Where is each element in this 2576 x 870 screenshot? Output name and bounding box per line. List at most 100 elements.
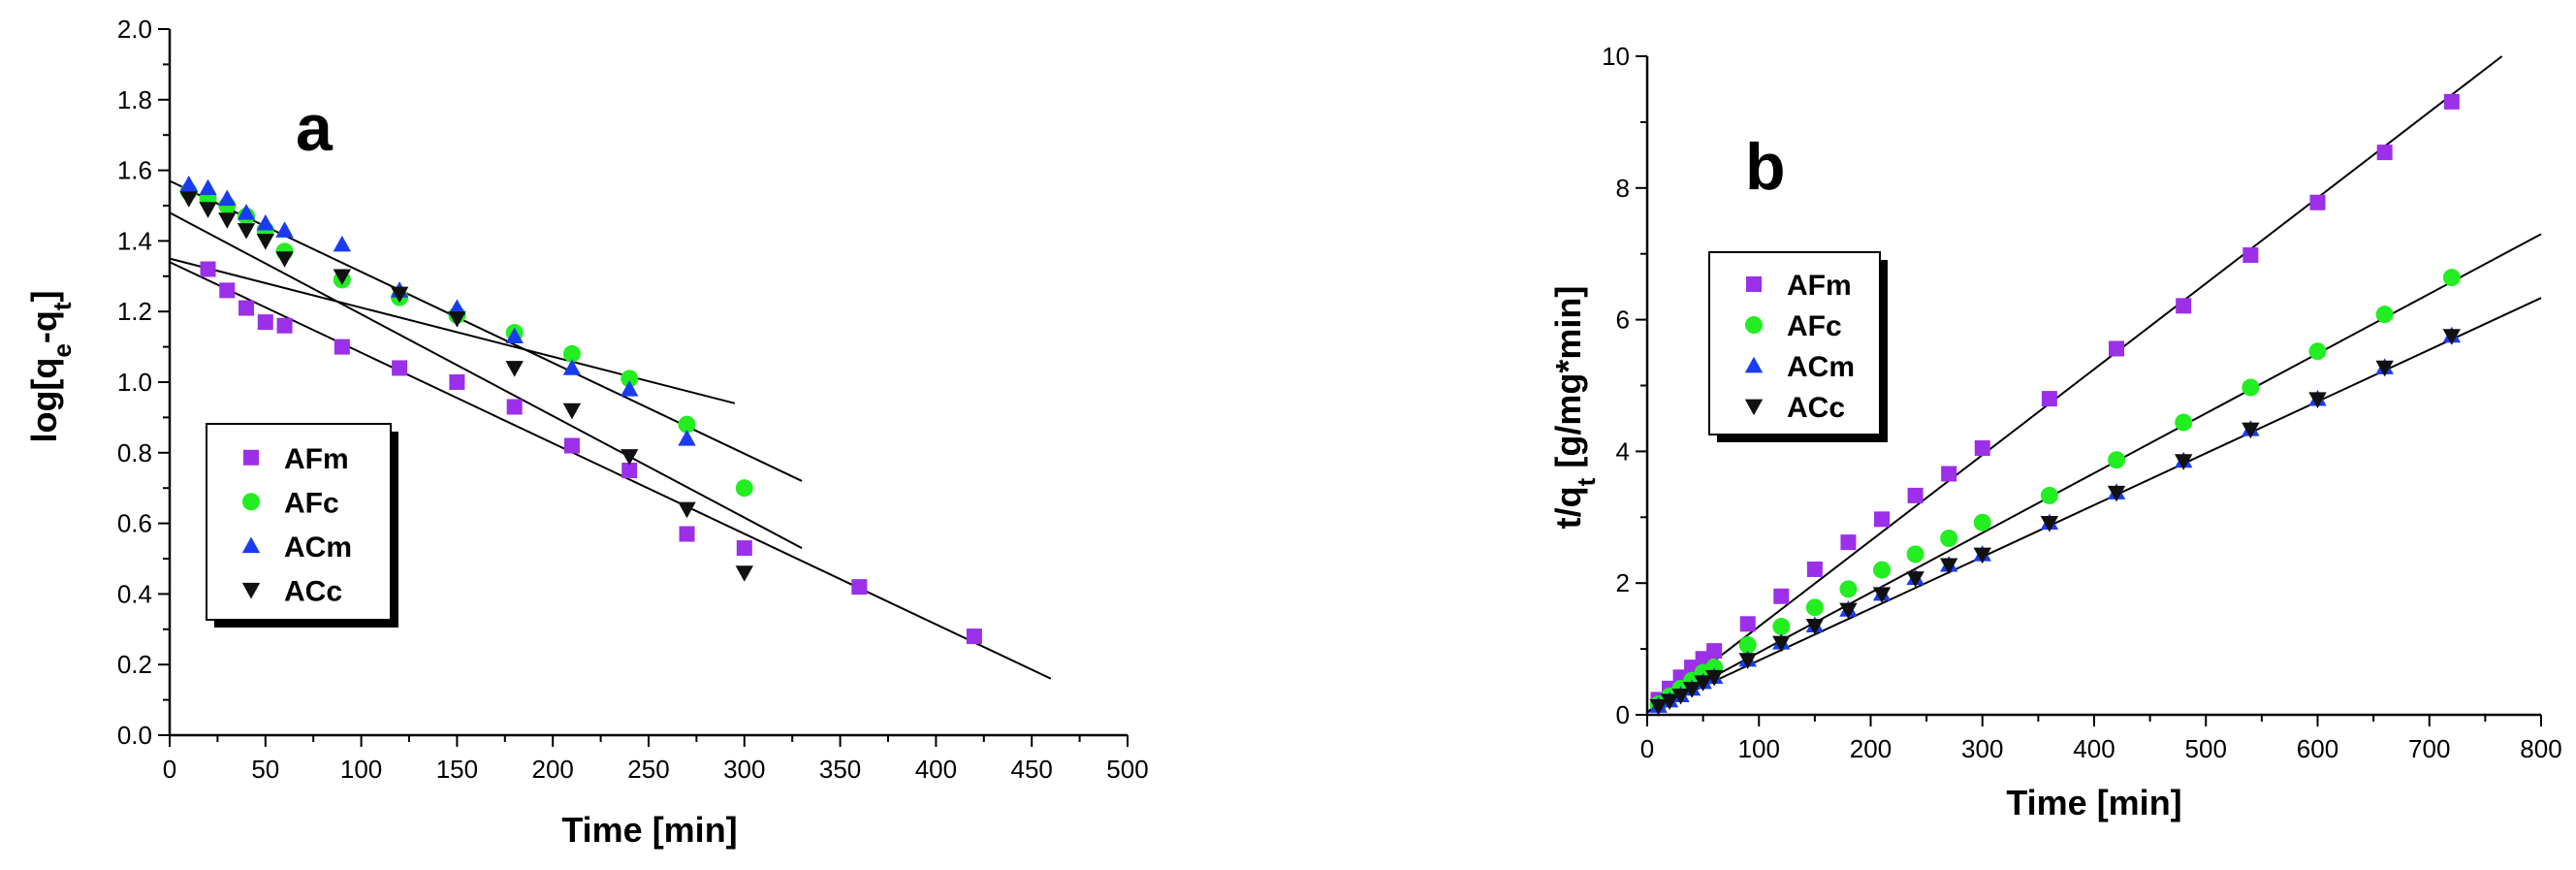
data-point-afm	[449, 374, 465, 390]
chart-a-data-points	[179, 175, 982, 645]
data-point-acm	[620, 380, 639, 397]
x-tick-label: 200	[1850, 734, 1892, 763]
data-point-acc	[2107, 485, 2126, 502]
data-point-afc	[1873, 561, 1892, 579]
x-tick-label: 150	[436, 755, 478, 784]
y-tick-label: 8	[1616, 174, 1630, 203]
y-tick-label: 0.4	[117, 579, 152, 608]
data-point-afm	[2443, 93, 2460, 110]
data-point-acc	[333, 269, 352, 285]
data-point-afm	[966, 628, 982, 645]
fit-line	[169, 179, 803, 482]
data-point-afc	[678, 415, 696, 434]
fit-line	[1646, 55, 2503, 714]
data-point-afm	[2242, 247, 2259, 264]
data-point-acc	[1649, 698, 1668, 716]
chart-b-panel-label: b	[1745, 130, 1786, 204]
legend-label-afc: AFc	[284, 487, 339, 519]
chart-b-data-points	[1649, 93, 2461, 716]
legend-marker-acc	[1744, 399, 1764, 416]
data-point-afc	[2175, 413, 2193, 432]
data-point-afm	[1974, 440, 1990, 457]
data-point-afm	[1706, 643, 1723, 660]
data-point-afc	[1973, 513, 1991, 532]
x-tick-label: 500	[1106, 755, 1148, 784]
legend-marker-acm	[241, 536, 261, 554]
data-point-afc	[1772, 618, 1791, 636]
y-tick-label: 2	[1616, 568, 1630, 597]
data-point-afm	[392, 360, 408, 376]
fit-line	[169, 257, 736, 404]
data-point-acc	[2242, 422, 2260, 439]
data-point-afm	[736, 540, 752, 557]
x-tick-label: 500	[2185, 734, 2227, 763]
data-point-afc	[2375, 306, 2394, 324]
chart-a-panel-label: a	[296, 91, 334, 165]
y-tick-label: 4	[1616, 436, 1630, 466]
chart-a-x-axis-label: Time [min]	[561, 810, 737, 850]
x-tick-label: 300	[1961, 734, 2003, 763]
chart-b-legend: AFm AFc ACm ACc	[1708, 251, 1888, 442]
fit-line	[1646, 297, 2542, 714]
data-point-acc	[179, 191, 198, 208]
data-point-afm	[2309, 194, 2326, 210]
data-point-afm	[200, 261, 216, 277]
data-point-acc	[2442, 329, 2461, 345]
data-point-afc	[1906, 545, 1924, 564]
data-point-afm	[334, 338, 350, 355]
x-tick-label: 400	[2073, 734, 2115, 763]
x-tick-label: 100	[1738, 734, 1780, 763]
data-point-afm	[2376, 145, 2393, 161]
y-tick-label: 1.6	[117, 156, 152, 185]
legend-label-acm: ACm	[284, 532, 352, 564]
legend-label-acc: ACc	[1787, 392, 1845, 424]
chart-b-y-axis-label: t/qt [g/mg*min]	[1548, 286, 1601, 530]
data-point-afm	[621, 463, 638, 478]
data-point-afm	[851, 579, 868, 596]
data-point-acm	[678, 430, 696, 446]
legend-marker-afm	[243, 449, 259, 466]
x-tick-label: 600	[2297, 734, 2338, 763]
data-point-afc	[1738, 636, 1757, 655]
data-point-acc	[2175, 454, 2193, 470]
data-point-acc	[2375, 360, 2394, 377]
data-point-acc	[1973, 547, 1991, 564]
data-point-acc	[505, 361, 524, 377]
data-point-acc	[1738, 653, 1757, 669]
y-tick-label: 0.2	[117, 650, 152, 679]
data-point-acc	[1906, 571, 1924, 588]
x-tick-label: 400	[915, 755, 957, 784]
legend-marker-afc	[242, 493, 260, 511]
legend-marker-acm	[1744, 356, 1764, 373]
x-tick-label: 100	[340, 755, 382, 784]
legend-label-afc: AFc	[1787, 310, 1842, 342]
y-tick-label: 1.8	[117, 85, 152, 114]
data-point-afm	[2041, 391, 2057, 407]
data-point-afc	[1839, 580, 1858, 598]
data-point-afm	[679, 526, 695, 542]
x-tick-label: 450	[1011, 755, 1053, 784]
y-tick-label: 1.2	[117, 297, 152, 326]
y-tick-label: 10	[1602, 42, 1630, 71]
x-tick-label: 200	[532, 755, 574, 784]
data-point-afc	[2108, 451, 2126, 469]
data-point-afc	[2242, 378, 2260, 397]
data-point-afm	[1941, 466, 1957, 482]
x-tick-label: 0	[1640, 734, 1654, 763]
chart-a-y-axis-label: log[qe-qt]	[24, 290, 77, 442]
data-point-acc	[390, 286, 409, 304]
data-point-acm	[333, 235, 352, 252]
chart-a-axes: 0 50 100 150 200 250 300 350 400 450 500 0.0 0.2 0.4 0…	[117, 15, 1149, 784]
legend-label-acm: ACm	[1787, 351, 1855, 383]
data-point-acm	[237, 204, 256, 220]
y-tick-label: 0.8	[117, 438, 152, 467]
data-point-acc	[1694, 675, 1712, 692]
data-point-acc	[1872, 587, 1892, 603]
data-point-afm	[1840, 534, 1857, 551]
data-point-afm	[1874, 511, 1891, 528]
x-tick-label: 250	[627, 755, 669, 784]
data-point-afm	[563, 437, 580, 454]
data-point-afm	[1739, 616, 1756, 632]
data-point-acm	[199, 178, 217, 196]
